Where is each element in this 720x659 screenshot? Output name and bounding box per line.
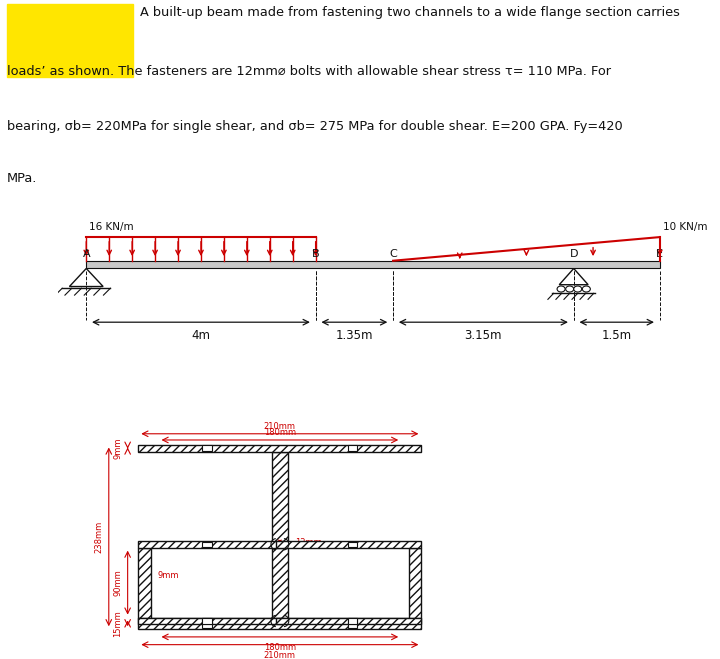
Text: 1.5m: 1.5m	[602, 329, 631, 342]
Text: 10 KN/m: 10 KN/m	[662, 222, 707, 232]
Text: 238mm: 238mm	[94, 521, 104, 553]
Bar	[202, 542, 212, 547]
Text: 15mm: 15mm	[113, 610, 122, 637]
Bar	[409, 548, 421, 617]
Bar	[276, 541, 421, 548]
Text: D: D	[570, 250, 578, 260]
Bar	[348, 542, 357, 547]
Bar	[202, 618, 212, 623]
Text: bearing, σb= 220MPa for single shear, and σb= 275 MPa for double shear. E=200 GP: bearing, σb= 220MPa for single shear, an…	[7, 120, 623, 133]
Text: 3.15m: 3.15m	[464, 329, 502, 342]
Bar	[7, 4, 133, 78]
Circle shape	[557, 286, 565, 292]
Text: 9mm: 9mm	[157, 571, 179, 580]
Bar	[138, 541, 284, 548]
Circle shape	[566, 286, 574, 292]
Text: E: E	[656, 250, 663, 260]
Bar	[348, 618, 357, 623]
Text: 4m: 4m	[192, 329, 210, 342]
Bar	[202, 618, 212, 623]
Text: A: A	[83, 250, 90, 260]
Text: C: C	[390, 250, 397, 260]
Bar	[86, 261, 660, 268]
Text: 1.35m: 1.35m	[336, 329, 373, 342]
Text: loads’ as shown. The fasteners are 12mm⌀ bolts with allowable shear stress τ= 11: loads’ as shown. The fasteners are 12mm⌀…	[7, 65, 611, 78]
Circle shape	[582, 286, 590, 292]
Text: 180mm: 180mm	[264, 428, 296, 437]
Text: A built-up beam made from fastening two channels to a wide flange section carrie: A built-up beam made from fastening two …	[140, 5, 680, 18]
Bar	[202, 445, 212, 451]
Bar	[348, 618, 357, 623]
Bar	[271, 451, 288, 617]
Text: 180mm: 180mm	[264, 643, 296, 652]
Text: 9mm: 9mm	[113, 438, 122, 459]
Circle shape	[574, 286, 582, 292]
Bar	[138, 617, 284, 625]
Bar	[276, 617, 421, 625]
Bar	[138, 445, 421, 451]
Text: 12mm: 12mm	[294, 538, 321, 548]
Text: 210mm: 210mm	[264, 651, 296, 659]
Text: B: B	[312, 250, 320, 260]
Bar	[348, 622, 357, 628]
Bar	[138, 617, 421, 629]
Text: 90mm: 90mm	[113, 569, 122, 596]
Bar	[202, 622, 212, 628]
Bar	[348, 445, 357, 451]
Text: 16 KN/m: 16 KN/m	[89, 222, 134, 232]
Text: MPa.: MPa.	[7, 171, 37, 185]
Bar	[138, 548, 150, 617]
Text: 210mm: 210mm	[264, 422, 296, 431]
